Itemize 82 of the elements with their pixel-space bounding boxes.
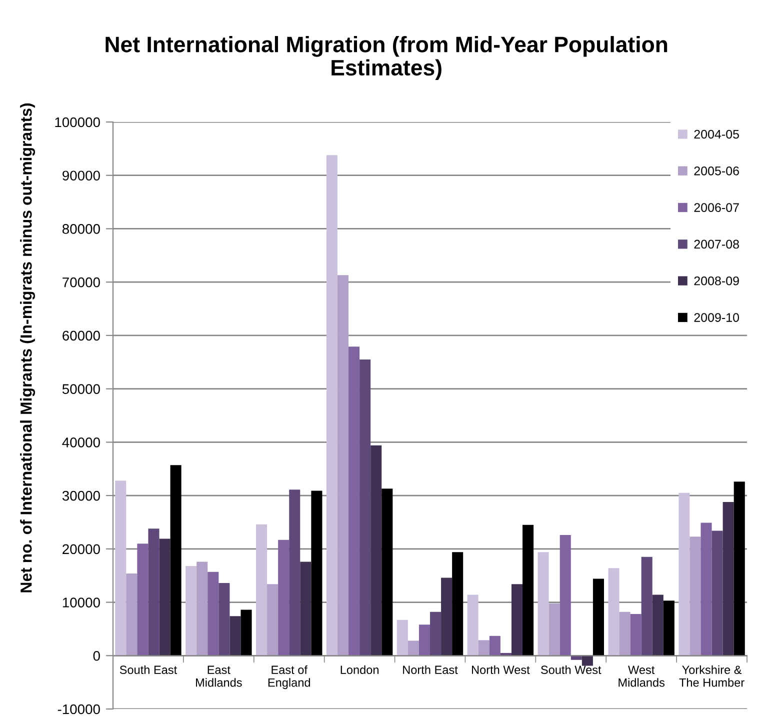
bar: [478, 640, 490, 656]
y-tick-label: 50000: [62, 384, 100, 394]
bar: [734, 482, 745, 656]
bar: [126, 573, 138, 656]
bar: [582, 656, 593, 666]
bar: [712, 530, 723, 656]
y-tick-label: 10000: [62, 598, 100, 608]
x-tick-label: West Midlands: [618, 666, 665, 687]
bar: [337, 275, 349, 656]
bar: [278, 540, 290, 656]
bar: [186, 566, 197, 656]
bar: [115, 480, 126, 656]
x-tick-label: Yorkshire & The Humber: [679, 665, 744, 687]
bar: [690, 536, 701, 656]
bar: [370, 445, 382, 656]
y-tick-label: 0: [93, 650, 100, 661]
bar: [560, 535, 571, 656]
y-tick-label: 100000: [55, 117, 100, 128]
bar: [230, 616, 241, 656]
bar: [430, 612, 442, 656]
bar: [148, 528, 160, 656]
bar: [467, 594, 478, 656]
x-tick-label: North East: [403, 665, 458, 674]
legend-label: 2006-07: [694, 203, 739, 212]
bar: [522, 524, 534, 656]
bar: [408, 640, 419, 656]
bar: [608, 568, 620, 656]
bar: [418, 624, 430, 656]
x-tick-label: East Midlands: [196, 666, 242, 687]
bar: [289, 490, 300, 656]
bar: [678, 492, 690, 656]
y-tick-label: 80000: [62, 224, 100, 234]
bar: [311, 490, 322, 656]
bar: [722, 502, 734, 656]
bar: [570, 656, 582, 660]
y-tick-label: 60000: [62, 330, 100, 341]
bar: [240, 610, 252, 656]
y-tick-label: 30000: [62, 490, 100, 501]
x-tick-label: South East: [120, 665, 178, 674]
y-axis-title: Net no. of International Migrants (In-migrats minus out-migrants): [20, 103, 36, 592]
bar: [208, 572, 219, 656]
bar: [489, 636, 500, 656]
x-tick-label: South West: [541, 665, 602, 674]
bar: [300, 562, 312, 656]
bar: [619, 612, 630, 656]
bar: [592, 578, 604, 656]
y-tick-label: -10000: [58, 704, 100, 714]
y-tick-label: 40000: [62, 438, 100, 448]
legend-label: 2004-05: [694, 130, 739, 139]
y-tick-label: 20000: [62, 544, 100, 554]
bar: [663, 600, 674, 656]
bar: [348, 346, 360, 656]
bar: [326, 155, 338, 656]
bar: [452, 552, 464, 656]
bar: [548, 603, 560, 656]
bar: [396, 620, 408, 656]
y-tick-label: 90000: [62, 170, 100, 181]
bar: [652, 594, 664, 656]
bar: [511, 584, 523, 656]
bar: [360, 359, 371, 656]
legend-label: 2009-10: [694, 313, 740, 322]
bar: [159, 538, 170, 656]
bar: [441, 578, 452, 656]
legend-label: 2005-06: [694, 166, 739, 176]
x-tick-label: London: [340, 665, 378, 674]
bar: [538, 552, 549, 656]
bar: [170, 465, 182, 656]
x-tick-label: North West: [472, 665, 530, 674]
bar: [137, 544, 148, 656]
bar: [218, 583, 230, 656]
chart-title: Net International Migration (from Mid-Year Population Estimates): [106, 36, 668, 80]
bar: [630, 614, 642, 656]
x-tick-label: East of England: [268, 665, 310, 690]
bar: [641, 556, 652, 656]
bar: [256, 524, 268, 656]
legend-label: 2007-08: [694, 240, 739, 249]
legend-label: 2008-09: [694, 276, 739, 286]
bar: [382, 488, 393, 656]
bar: [700, 522, 712, 656]
bar: [267, 584, 278, 656]
bar: [196, 562, 208, 656]
y-tick-label: 70000: [62, 277, 100, 288]
